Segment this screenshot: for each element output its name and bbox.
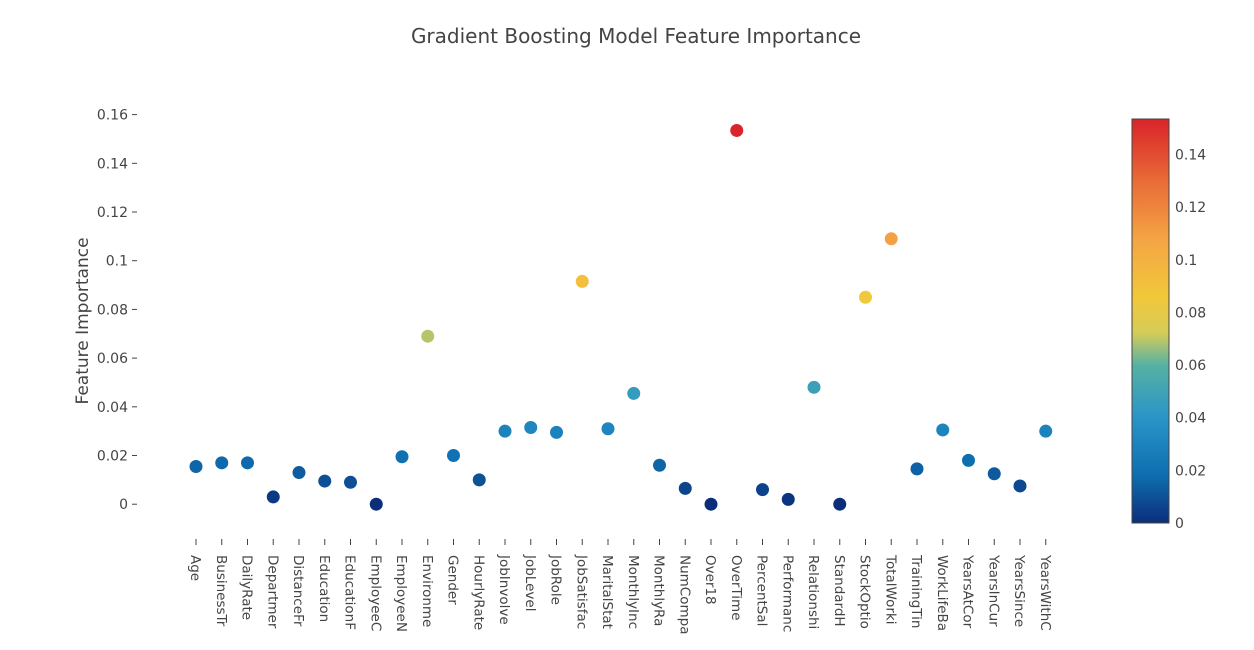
data-point [859,290,872,304]
x-tick-label: StandardH [831,555,847,627]
data-point [215,456,229,470]
x-tick-label: Performanc [779,555,795,632]
y-tick-label: 0.02 [97,449,128,465]
x-tick-label: JobLevel [522,554,538,611]
x-tick-label: OverTime [728,555,744,621]
y-tick-label: 0 [119,497,128,513]
y-tick-label: 0.04 [97,400,128,416]
data-point [756,483,769,497]
x-tick-label: TotalWorki [882,554,898,624]
colorbar-tick-label: 0.12 [1175,200,1206,216]
data-point [704,497,718,511]
colorbar-tick-label: 0 [1175,516,1184,532]
x-tick-label: TrainingTin [908,554,924,628]
x-tick-label: DailyRate [239,555,255,620]
x-tick-label: MonthlyRa [651,555,667,626]
y-tick-label: 0.08 [97,302,128,318]
x-tick-label: MonthlyInc [625,555,641,629]
x-tick-label: YearsWithC [1037,554,1053,631]
data-point [395,450,409,464]
x-tick-label: JobRole [548,554,564,605]
x-tick-label: JobInvolve [496,554,512,625]
data-point [550,425,563,439]
x-tick-label: PercentSal [754,555,770,626]
x-axis: Age BusinessTr DailyRate Departmer DistanceF… [187,539,1053,634]
x-tick-label: HourlyRate [470,555,486,630]
data-point [884,232,898,246]
x-tick-label: EmployeeN [393,555,409,632]
data-point [421,329,435,343]
data-point [266,490,280,504]
x-tick-label: Education [316,555,332,622]
x-tick-label: WorkLifeBa [934,555,950,631]
y-axis: 0 0.02 0.04 0.06 0.08 0.1 0.12 0.14 0.16 [97,108,137,513]
colorbar-tick-label: 0.08 [1175,305,1206,321]
data-point [498,424,512,438]
x-tick-label: YearsInCur [985,554,1001,627]
colorbar-tick-label: 0.02 [1175,463,1206,479]
x-tick-label: Over18 [702,555,718,605]
data-point [910,462,924,476]
colorbar-tick-label: 0.06 [1175,358,1206,374]
data-point [936,423,950,437]
y-tick-label: 0.12 [97,205,128,221]
data-point [807,380,821,394]
colorbar-tick-label: 0.04 [1175,411,1206,427]
x-tick-label: NumCompa [676,555,692,634]
data-point [987,467,1001,481]
y-tick-label: 0.14 [97,156,128,172]
x-tick-label: StockOptio [857,555,873,629]
x-tick-label: JobSatisfac [573,554,589,629]
y-axis-title: Feature Importance [73,237,93,404]
data-point [601,422,615,436]
data-point [627,386,641,400]
y-tick-label: 0.16 [97,108,128,124]
x-tick-label: Age [187,555,203,581]
colorbar-gradient [1131,118,1170,524]
colorbar: 0 0.02 0.04 0.06 0.08 0.1 0.12 0.14 [1131,118,1206,532]
data-point [292,466,306,480]
data-point [653,458,666,472]
x-tick-label: Gender [445,555,461,605]
colorbar-tick-label: 0.14 [1175,148,1206,164]
data-point [318,474,332,488]
data-point [447,449,460,463]
data-point [575,274,589,288]
x-tick-label: DistanceFr [290,555,306,627]
data-point [344,475,357,489]
data-point [962,453,975,467]
x-tick-label: MaritalStat [599,555,615,629]
colorbar-tick-label: 0.1 [1175,253,1197,269]
data-point [678,481,692,495]
x-tick-label: YearsSince [1011,554,1027,627]
data-point [1013,479,1027,493]
colorbar-ticks: 0 0.02 0.04 0.06 0.08 0.1 0.12 0.14 [1175,148,1206,532]
x-tick-label: Relationshi [805,555,821,629]
data-points [189,123,1053,511]
data-point [833,497,847,511]
data-point [189,459,203,473]
x-tick-label: BusinessTr [213,555,229,627]
x-tick-label: YearsAtCor [960,554,976,629]
data-point [472,473,486,487]
data-point [241,456,254,470]
data-point [730,123,744,137]
chart-title: Gradient Boosting Model Feature Importan… [411,24,861,48]
y-tick-label: 0.1 [106,254,128,270]
x-tick-label: Departmer [264,555,280,629]
data-point [369,497,383,511]
y-tick-label: 0.06 [97,351,128,367]
x-tick-label: EducationF [342,555,358,630]
x-tick-label: EmployeeC [367,555,383,631]
x-tick-label: Environme [419,555,435,627]
data-point [781,492,795,506]
data-point [524,421,538,435]
data-point [1039,424,1053,438]
